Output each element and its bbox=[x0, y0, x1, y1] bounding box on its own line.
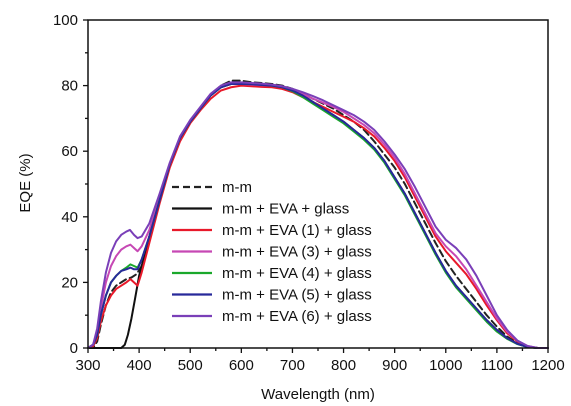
legend-label-4: m-m + EVA (3) + glass bbox=[222, 244, 372, 261]
legend-label-1: m-m bbox=[222, 179, 252, 196]
legend-label-2: m-m + EVA + glass bbox=[222, 201, 349, 218]
x-tick-label: 500 bbox=[178, 357, 203, 374]
legend-label-5: m-m + EVA (4) + glass bbox=[222, 265, 372, 282]
y-tick-label: 80 bbox=[61, 78, 78, 95]
y-tick-label: 20 bbox=[61, 274, 78, 291]
y-axis-label: EQE (%) bbox=[17, 153, 34, 212]
x-tick-label: 1000 bbox=[429, 357, 462, 374]
series-layer bbox=[87, 79, 549, 349]
legend-label-6: m-m + EVA (5) + glass bbox=[222, 287, 372, 304]
series-line-7 bbox=[87, 81, 549, 349]
series-line-3 bbox=[87, 84, 549, 349]
x-tick-label: 300 bbox=[75, 357, 100, 374]
x-tick-label: 1100 bbox=[481, 357, 513, 374]
legend: m-m m-m + EVA + glass m-m + EVA (1) + glas… bbox=[172, 179, 372, 325]
x-tick-label: 800 bbox=[331, 357, 356, 374]
x-axis-label: Wavelength (nm) bbox=[261, 386, 375, 403]
y-tick-label: 100 bbox=[53, 12, 78, 29]
y-tick-label: 0 bbox=[70, 340, 78, 357]
legend-label-3: m-m + EVA (1) + glass bbox=[222, 222, 372, 239]
y-tick-label: 40 bbox=[61, 209, 78, 226]
x-tick-label: 600 bbox=[229, 357, 254, 374]
legend-label-7: m-m + EVA (6) + glass bbox=[222, 308, 372, 325]
x-tick-label: 700 bbox=[280, 357, 305, 374]
x-tick-label: 900 bbox=[382, 357, 407, 374]
x-tick-label: 1200 bbox=[531, 357, 564, 374]
x-tick-label: 400 bbox=[127, 357, 152, 374]
axes-layer: 300 400 500 600 700 800 900 1000 1100 1200 0 20 40 60… bbox=[53, 12, 565, 374]
y-tick-label: 60 bbox=[61, 143, 78, 160]
